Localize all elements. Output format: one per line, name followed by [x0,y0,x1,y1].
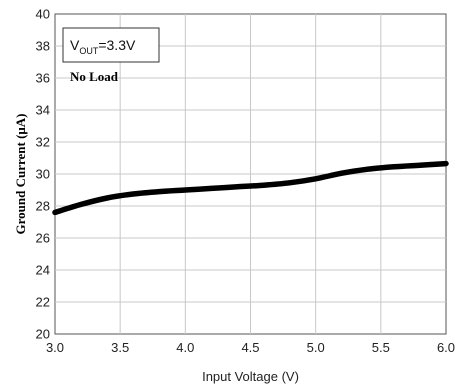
x-axis-ticks: 3.0 3.5 4.0 4.5 5.0 5.5 6.0 [46,340,455,355]
x-tick-label: 5.0 [307,340,325,355]
y-tick-label: 38 [36,39,50,54]
y-tick-label: 40 [36,7,50,22]
x-tick-label: 3.5 [111,340,129,355]
y-tick-label: 20 [36,327,50,342]
y-axis-label: Ground Current (μA) [13,113,28,234]
x-tick-label: 4.0 [176,340,194,355]
legend-box: VOUT=3.3V [62,27,160,63]
series-layer [52,160,449,216]
y-tick-label: 28 [36,199,50,214]
legend-suffix: =3.3V [98,37,136,53]
series-line [52,160,449,216]
y-tick-label: 24 [36,263,50,278]
legend-label: VOUT=3.3V [70,37,136,56]
annotation-no-load: No Load [70,69,119,84]
y-tick-label: 36 [36,71,50,86]
legend-frame [62,27,160,63]
x-tick-label: 5.5 [372,340,390,355]
x-axis-label: Input Voltage (V) [202,369,299,384]
x-tick-label: 3.0 [46,340,64,355]
y-tick-label: 34 [36,103,50,118]
y-tick-label: 26 [36,231,50,246]
y-tick-label: 30 [36,167,50,182]
y-axis-ticks: 20 22 24 26 28 30 32 34 36 38 40 [36,7,50,342]
y-tick-label: 22 [36,295,50,310]
legend-prefix: V [70,37,80,53]
y-tick-label: 32 [36,135,50,150]
x-tick-label: 4.5 [241,340,259,355]
legend-subscript: OUT [79,46,99,56]
x-tick-label: 6.0 [437,340,455,355]
